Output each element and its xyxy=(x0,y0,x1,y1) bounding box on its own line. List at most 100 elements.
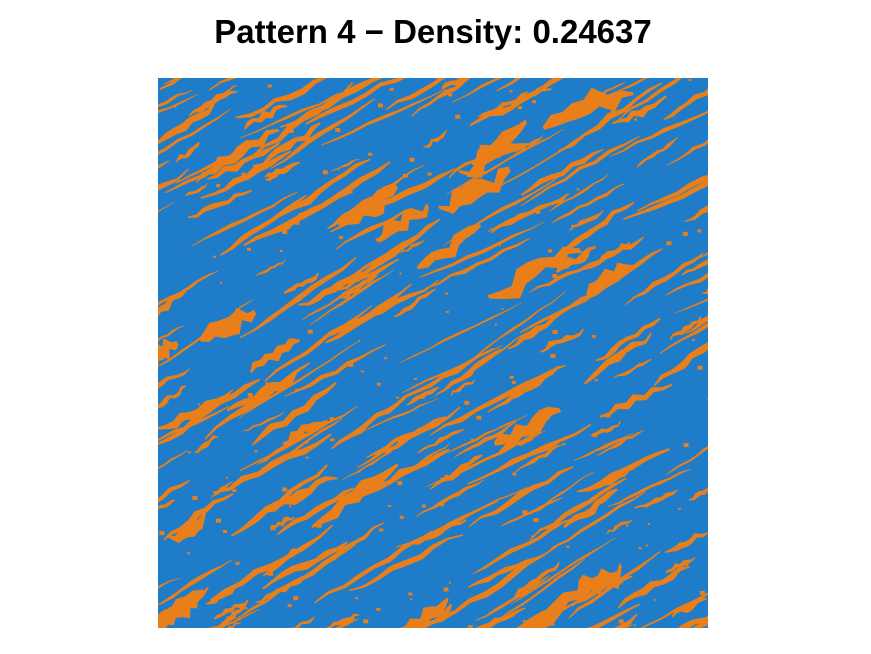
pattern-streak xyxy=(653,342,708,387)
pattern-streak xyxy=(467,423,592,485)
pattern-streak xyxy=(617,566,690,609)
pattern-speck xyxy=(592,433,598,437)
pattern-speck xyxy=(355,597,359,600)
pattern-streak xyxy=(556,246,597,274)
pattern-streak xyxy=(311,463,399,528)
pattern-streak xyxy=(309,269,394,326)
pattern-streak xyxy=(457,142,526,178)
pattern-streak xyxy=(437,166,511,214)
pattern-streak xyxy=(595,317,661,362)
pattern-speck xyxy=(594,379,598,382)
pattern-streak xyxy=(665,446,708,476)
pattern-streak xyxy=(335,183,398,226)
pattern-speck xyxy=(358,340,360,342)
pattern-speck xyxy=(427,172,432,176)
pattern-streak xyxy=(267,158,371,224)
pattern-streak xyxy=(304,522,385,577)
pattern-speck xyxy=(571,604,575,607)
pattern-streak xyxy=(415,479,485,518)
pattern-streaks xyxy=(158,78,708,628)
pattern-streak xyxy=(441,78,470,90)
pattern-speck xyxy=(522,510,528,515)
pattern-streak xyxy=(194,435,219,454)
pattern-streak xyxy=(264,305,373,382)
pattern-speck xyxy=(626,524,629,527)
pattern-streak xyxy=(597,430,644,456)
pattern-streak xyxy=(454,421,517,458)
pattern-speck xyxy=(322,170,328,175)
pattern-streak xyxy=(684,205,708,222)
pattern-speck xyxy=(552,329,558,334)
pattern-speck xyxy=(282,230,288,234)
pattern-speck xyxy=(666,241,672,246)
pattern-streak xyxy=(625,252,704,306)
pattern-speck xyxy=(494,323,497,326)
pattern-speck xyxy=(360,370,364,373)
pattern-streak xyxy=(244,104,288,130)
pattern-streak xyxy=(200,150,292,199)
pattern-streak xyxy=(211,481,233,498)
pattern-speck xyxy=(576,188,580,191)
pattern-streak xyxy=(467,553,546,588)
pattern-streak xyxy=(158,589,205,628)
pattern-speck xyxy=(400,247,404,250)
pattern-speck xyxy=(289,505,292,508)
pattern-streak xyxy=(219,194,307,256)
pattern-speck xyxy=(572,434,574,437)
pattern-speck xyxy=(335,128,341,132)
pattern-streak xyxy=(158,378,261,445)
pattern-streak xyxy=(282,419,329,446)
pattern-streak xyxy=(158,368,190,389)
pattern-speck xyxy=(448,581,451,584)
pattern-streak xyxy=(411,78,471,117)
pattern-streak xyxy=(201,128,280,176)
pattern-streak xyxy=(298,271,369,306)
pattern-streak xyxy=(255,259,286,277)
pattern-speck xyxy=(501,308,504,310)
pattern-streak xyxy=(199,307,257,342)
pattern-speck xyxy=(448,93,453,97)
pattern-streak xyxy=(586,603,641,628)
pattern-streak xyxy=(251,381,337,446)
pattern-streak xyxy=(331,396,407,450)
pattern-speck xyxy=(470,438,475,442)
pattern-speck xyxy=(566,545,570,548)
pattern-streak xyxy=(528,255,610,293)
pattern-streak xyxy=(584,332,652,385)
pattern-speck xyxy=(198,403,201,406)
pattern-speck xyxy=(305,441,309,444)
pattern-streak xyxy=(326,613,360,628)
pattern-speck xyxy=(476,415,482,420)
pattern-speck xyxy=(688,79,692,81)
pattern-streak xyxy=(429,368,553,436)
pattern-speck xyxy=(376,607,381,611)
pattern-speck xyxy=(499,244,501,247)
pattern-streak xyxy=(239,256,357,339)
pattern-streak xyxy=(613,78,648,94)
pattern-streak xyxy=(158,450,188,470)
pattern-speck xyxy=(638,362,641,365)
pattern-streak xyxy=(328,258,399,295)
pattern-streak xyxy=(582,236,645,271)
pattern-streak xyxy=(158,108,231,155)
pattern-speck xyxy=(653,598,656,601)
pattern-speck xyxy=(532,100,536,104)
pattern-streak xyxy=(314,530,433,604)
pattern-speck xyxy=(685,563,689,566)
pattern-canvas xyxy=(158,78,708,628)
pattern-speck xyxy=(619,349,624,353)
pattern-image xyxy=(158,78,708,628)
pattern-streak xyxy=(551,183,625,224)
pattern-speck xyxy=(270,526,276,531)
pattern-streak xyxy=(158,479,191,503)
pattern-streak xyxy=(436,348,501,395)
pattern-speck xyxy=(605,413,611,418)
pattern-speck xyxy=(440,503,444,507)
pattern-speck xyxy=(446,310,449,313)
pattern-streak xyxy=(334,618,359,628)
pattern-streak xyxy=(364,397,439,432)
pattern-streak xyxy=(158,499,176,510)
pattern-speck xyxy=(173,603,176,606)
pattern-streak xyxy=(167,511,206,544)
pattern-speck xyxy=(338,235,343,239)
